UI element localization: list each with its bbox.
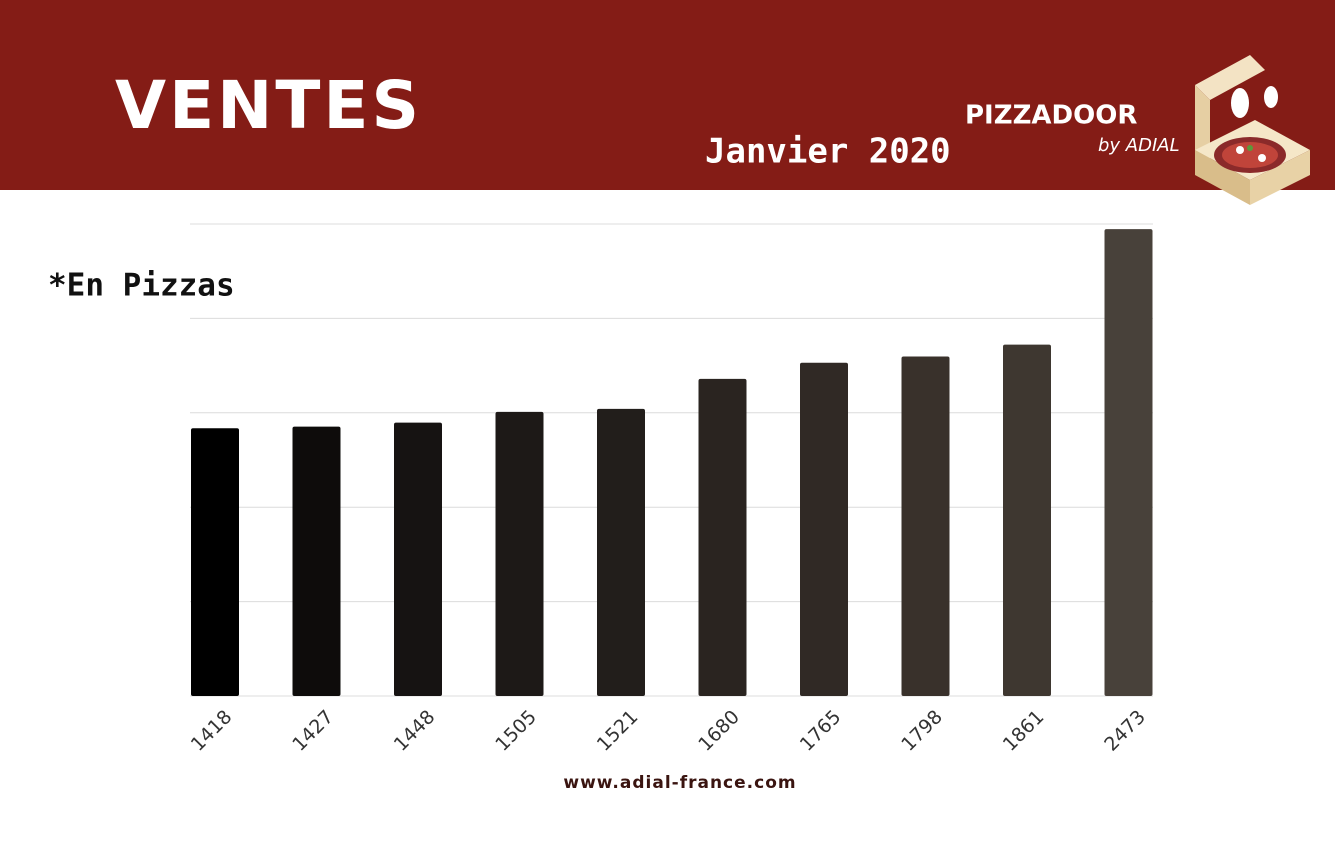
brand: PIZZADOOR	[965, 101, 1137, 131]
x-tick-label: 1448	[390, 706, 440, 756]
brand-sub: by ADIAL	[1098, 135, 1180, 156]
x-tick-label: 2473	[1100, 706, 1150, 756]
x-tick-label: 1418	[187, 706, 237, 756]
bar	[901, 356, 950, 696]
x-tick-label: 1798	[897, 706, 947, 756]
x-tick-label: 1505	[491, 706, 541, 756]
subtitle: Janvier 2020	[705, 132, 951, 172]
x-tick-label: 1861	[999, 706, 1049, 756]
bar	[495, 411, 544, 696]
title: VENTES	[115, 67, 422, 144]
bar	[394, 422, 442, 696]
bar	[1104, 229, 1153, 696]
bar	[292, 426, 341, 696]
header-band	[0, 0, 1335, 190]
bar	[191, 428, 239, 696]
unit-note: *En Pizzas	[48, 268, 235, 304]
x-tick-label: 1521	[593, 706, 643, 756]
x-tick-label: 1765	[796, 706, 846, 756]
footer-url: www.adial-france.com	[563, 773, 796, 793]
bar	[800, 362, 848, 696]
x-tick-label: 1680	[694, 706, 744, 756]
bar	[1003, 344, 1051, 696]
bar	[698, 378, 747, 696]
x-tick-label: 1427	[288, 706, 338, 756]
bar	[597, 408, 645, 696]
pizza-box-icon	[1195, 55, 1310, 205]
